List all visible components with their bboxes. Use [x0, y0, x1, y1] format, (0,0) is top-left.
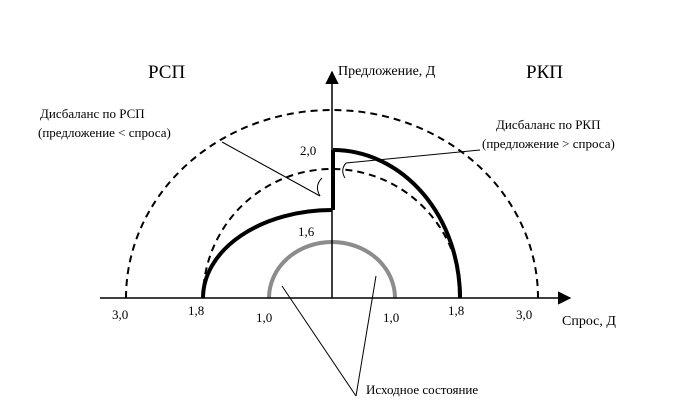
region-label-right: РКП — [526, 62, 563, 83]
right-imbalance-title: Дисбаланс по РКП — [496, 117, 600, 132]
y-axis-label: Предложение, Д — [338, 64, 436, 79]
inner-dashed-arc — [202, 168, 462, 299]
x-tick-label: 1,0 — [256, 310, 272, 325]
leader-initial-state-1 — [281, 285, 357, 397]
brace-left-imbalance — [316, 177, 323, 197]
right-imbalance-curve — [332, 148, 462, 299]
leader-right-imbalance — [345, 149, 481, 164]
x-tick-label: 3,0 — [516, 307, 532, 322]
left-imbalance-subtitle: (предложение < спроса) — [38, 125, 171, 140]
y-tick-label: 1,6 — [298, 224, 315, 239]
x-axis-label: Спрос, Д — [562, 314, 616, 329]
leader-left-imbalance — [221, 141, 321, 197]
y-tick-label: 2,0 — [300, 143, 316, 158]
left-imbalance-curve — [201, 208, 333, 299]
left-imbalance-title: Дисбаланс по РСП — [40, 106, 145, 121]
x-tick-label: 1,8 — [188, 303, 204, 318]
right-imbalance-subtitle: (предложение > спроса) — [482, 136, 615, 151]
leader-initial-state-2 — [355, 275, 377, 397]
initial-state-label: Исходное состояние — [366, 382, 478, 397]
x-tick-label: 1,0 — [383, 310, 399, 325]
x-tick-label: 1,8 — [448, 303, 464, 318]
x-tick-label: 3,0 — [112, 307, 128, 322]
brace-right-imbalance — [342, 162, 347, 179]
region-label-left: РСП — [148, 62, 185, 83]
